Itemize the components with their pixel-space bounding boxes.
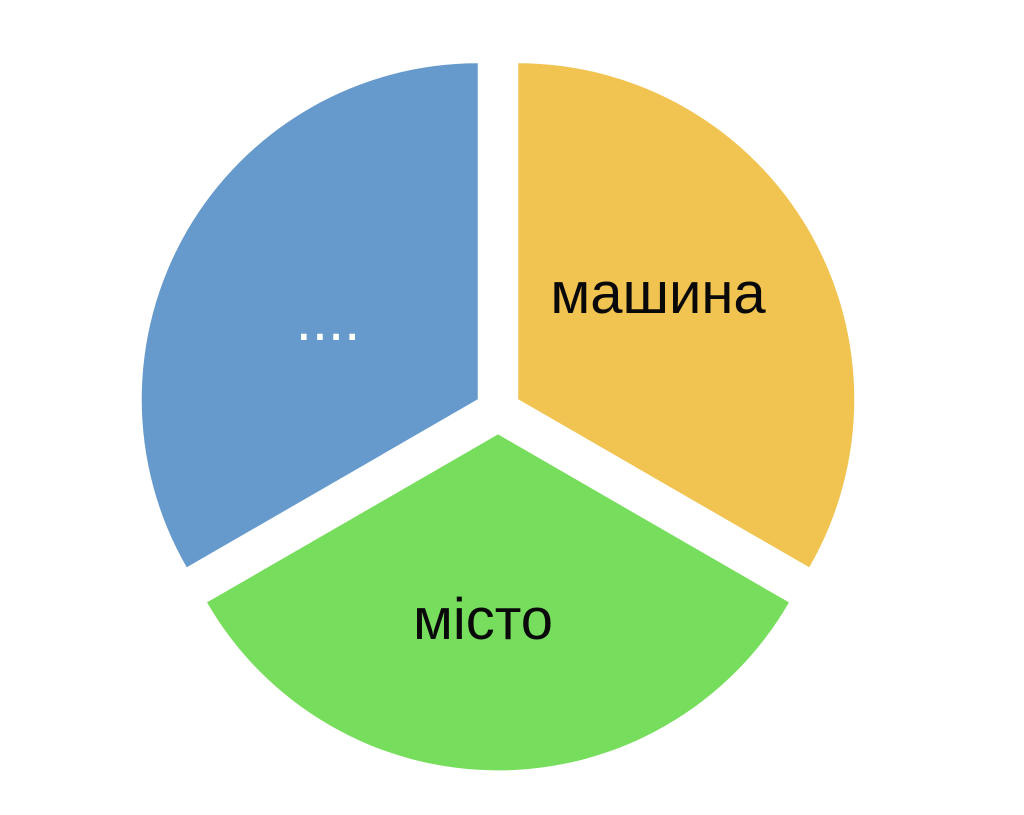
svg-text:....: .... (296, 288, 360, 353)
svg-text:машина: машина (550, 261, 766, 326)
svg-text:місто: місто (413, 587, 553, 652)
